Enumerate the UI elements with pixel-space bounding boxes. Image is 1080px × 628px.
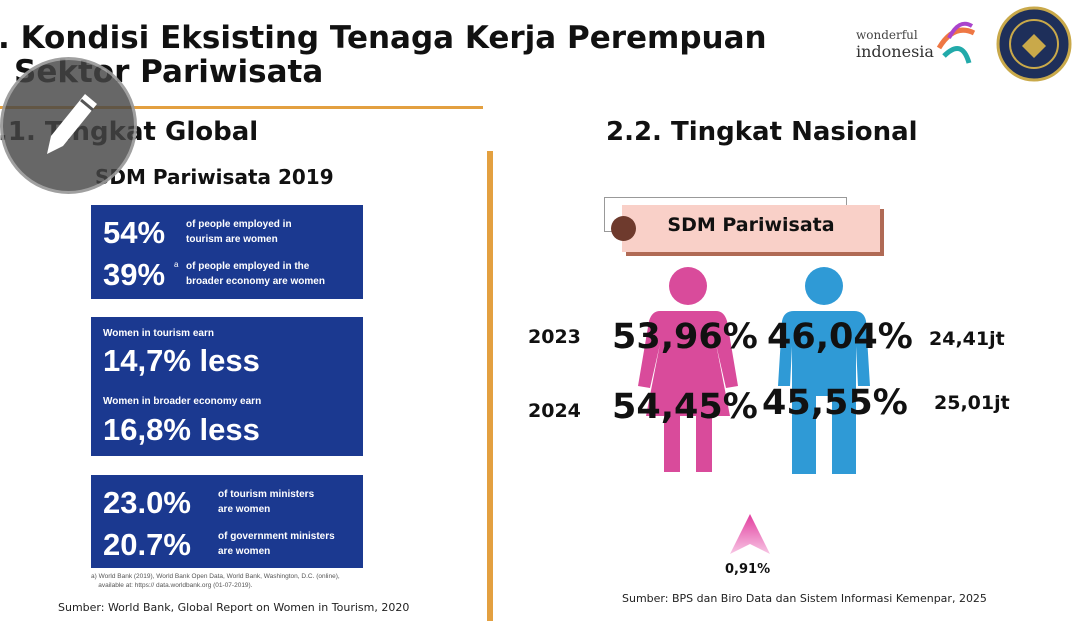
national-source: Sumber: BPS dan Biro Data dan Sistem Inf… bbox=[622, 592, 987, 605]
male-pct-2023: 46,04% bbox=[767, 317, 913, 357]
stat-value: 23.0% bbox=[103, 485, 191, 520]
year-2024: 2024 bbox=[528, 400, 581, 422]
bird-logo-icon bbox=[936, 21, 976, 64]
male-figure-icon bbox=[778, 267, 870, 474]
national-heading: 2.2. Tingkat Nasional bbox=[606, 117, 918, 147]
stat-label: Women in broader economy earn bbox=[103, 396, 262, 407]
stat-label: of people employed in the broader economy… bbox=[186, 261, 325, 287]
stat-label: of government ministers are women bbox=[218, 531, 335, 557]
stat-label: of tourism ministers are women bbox=[218, 489, 315, 515]
sdm-label: SDM Pariwisata bbox=[622, 205, 880, 252]
stat-value: 20.7% bbox=[103, 527, 191, 562]
stat-value: 16,8% less bbox=[103, 412, 260, 447]
page-title-line1: . Kondisi Eksisting Tenaga Kerja Perempu… bbox=[0, 20, 767, 56]
stat-box-employment: 54% of people employed in tourism are wom… bbox=[91, 205, 363, 299]
bullet-dot bbox=[611, 216, 636, 241]
stat-value: 39% bbox=[103, 257, 166, 292]
stat-label: of people employed in tourism are women bbox=[186, 219, 292, 245]
stat-label: Women in tourism earn bbox=[103, 328, 214, 339]
change-value: 0,91% bbox=[725, 562, 771, 577]
stat-box-ministers: 23.0% of tourism ministers are women 20.7… bbox=[91, 475, 363, 568]
male-pct-2024: 45,55% bbox=[762, 383, 908, 423]
wonderful-indonesia-logo: wonderful indonesia bbox=[852, 8, 976, 68]
stat-value: 54% bbox=[103, 215, 166, 250]
female-figure-icon bbox=[638, 267, 738, 472]
pencil-icon bbox=[47, 94, 97, 154]
total-2024: 25,01jt bbox=[934, 392, 1010, 414]
up-arrow-icon bbox=[730, 514, 770, 554]
edit-overlay-button[interactable] bbox=[0, 57, 137, 194]
footnote-mark: a bbox=[174, 260, 179, 269]
global-subheading: SDM Pariwisata 2019 bbox=[95, 165, 334, 189]
global-source: Sumber: World Bank, Global Report on Wom… bbox=[58, 601, 410, 614]
divider-line bbox=[0, 106, 483, 109]
vertical-divider bbox=[487, 151, 493, 621]
logo-text: indonesia bbox=[856, 42, 934, 61]
stat-value: 14,7% less bbox=[103, 343, 260, 378]
total-2023: 24,41jt bbox=[929, 328, 1005, 350]
female-pct-2023: 53,96% bbox=[612, 317, 758, 357]
year-2023: 2023 bbox=[528, 326, 581, 348]
footnote: a) World Bank (2019), World Bank Open Da… bbox=[91, 573, 340, 589]
ministry-seal-icon bbox=[996, 6, 1072, 82]
female-pct-2024: 54,45% bbox=[612, 387, 758, 427]
logo-text: wonderful bbox=[856, 28, 918, 42]
stat-box-earnings: Women in tourism earn 14,7% less Women i… bbox=[91, 317, 363, 456]
